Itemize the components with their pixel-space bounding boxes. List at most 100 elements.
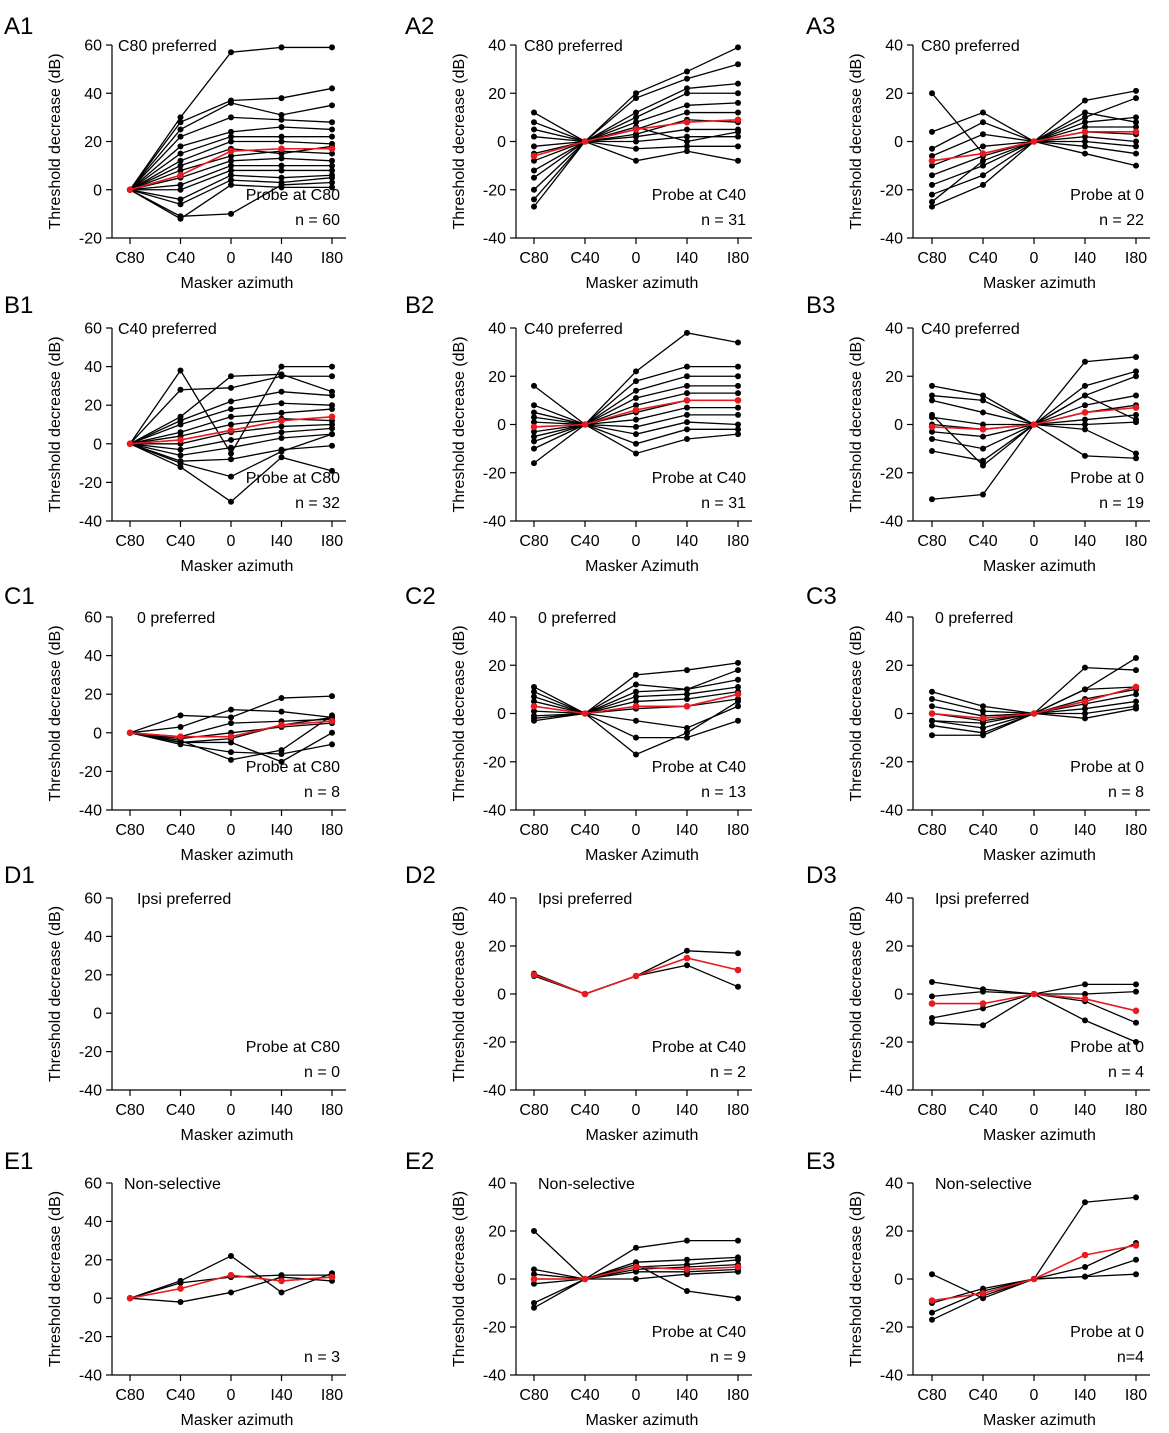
n-label: n = 32 bbox=[295, 495, 340, 512]
unit-point bbox=[531, 109, 537, 116]
unit-point bbox=[735, 421, 741, 428]
mean-point bbox=[126, 440, 134, 448]
unit-point bbox=[735, 390, 741, 397]
panel-a2: A2 -40 -20 0 20 40 C80 C40 0 I40 I80 Threshold decr… bbox=[405, 13, 752, 292]
unit-point bbox=[228, 49, 234, 56]
mean-point bbox=[683, 1266, 691, 1273]
x-tick-label: 0 bbox=[1030, 1387, 1039, 1404]
unit-series bbox=[531, 962, 741, 997]
unit-point bbox=[1133, 981, 1139, 988]
unit-point bbox=[633, 394, 639, 401]
unit-point bbox=[329, 184, 335, 191]
unit-point bbox=[531, 1266, 537, 1273]
mean-series bbox=[530, 397, 742, 431]
unit-line bbox=[533, 950, 739, 995]
unit-point bbox=[684, 1288, 690, 1294]
n-label: n = 13 bbox=[701, 784, 746, 801]
unit-point bbox=[1082, 133, 1088, 140]
unit-point bbox=[329, 157, 335, 164]
unit-point bbox=[228, 473, 234, 480]
mean-point bbox=[928, 157, 936, 165]
unit-point bbox=[228, 456, 234, 463]
unit-point bbox=[531, 126, 537, 133]
unit-point bbox=[1133, 655, 1139, 662]
unit-point bbox=[1133, 455, 1139, 462]
unit-point bbox=[278, 133, 285, 140]
unit-point bbox=[329, 167, 335, 174]
probe-label: Probe at C40 bbox=[652, 470, 746, 487]
unit-line bbox=[931, 394, 1137, 467]
x-tick-label: 0 bbox=[1030, 533, 1039, 550]
y-tick-label: 0 bbox=[894, 134, 903, 151]
y-axis-title: Threshold decrease (dB) bbox=[848, 625, 865, 801]
mean-line bbox=[931, 131, 1136, 162]
mean-point bbox=[126, 729, 134, 737]
unit-point bbox=[329, 729, 335, 736]
unit-point bbox=[278, 423, 285, 430]
unit-point bbox=[228, 384, 234, 391]
unit-point bbox=[531, 133, 537, 140]
mean-point bbox=[328, 413, 336, 421]
x-tick-label: 0 bbox=[227, 533, 236, 550]
y-tick-label: -20 bbox=[79, 764, 102, 781]
n-label: n = 8 bbox=[304, 784, 340, 801]
unit-point bbox=[1133, 416, 1139, 423]
unit-point bbox=[278, 184, 285, 191]
y-tick-label: 20 bbox=[488, 86, 506, 103]
unit-point bbox=[278, 388, 285, 395]
x-tick-label: I40 bbox=[270, 533, 292, 550]
y-tick-label: -40 bbox=[79, 803, 102, 820]
unit-point bbox=[228, 152, 234, 159]
y-tick-label: -40 bbox=[880, 231, 903, 248]
unit-point bbox=[929, 397, 935, 404]
panel-label: C1 bbox=[4, 583, 35, 610]
y-axis-title: Threshold decrease (dB) bbox=[848, 906, 865, 1082]
n-label: n=4 bbox=[1117, 1349, 1144, 1366]
unit-point bbox=[929, 128, 935, 135]
mean-point bbox=[734, 1263, 742, 1271]
unit-point bbox=[684, 133, 690, 140]
panel-c3: C3 -40 -20 0 20 40 C80 C40 0 I40 I80 Threshold decr… bbox=[806, 583, 1150, 864]
unit-point bbox=[980, 988, 986, 995]
unit-point bbox=[531, 1271, 537, 1278]
unit-point bbox=[929, 392, 935, 399]
panel-label: A3 bbox=[806, 13, 835, 40]
unit-point bbox=[228, 162, 234, 169]
x-tick-label: C80 bbox=[519, 1102, 548, 1119]
panel-b2: B2 -40 -20 0 20 40 C80 C40 0 I40 I80 Threshold decr… bbox=[405, 292, 752, 575]
unit-point bbox=[735, 1268, 741, 1275]
unit-point bbox=[1133, 150, 1139, 157]
unit-point bbox=[278, 429, 285, 436]
mean-point bbox=[278, 145, 285, 153]
panel-title: Non-selective bbox=[538, 1176, 635, 1193]
mean-point bbox=[1081, 128, 1089, 136]
unit-point bbox=[531, 708, 537, 715]
unit-point bbox=[177, 201, 184, 208]
unit-point bbox=[980, 433, 986, 440]
unit-point bbox=[329, 425, 335, 432]
unit-point bbox=[633, 751, 639, 758]
unit-point bbox=[228, 749, 234, 756]
unit-point bbox=[228, 177, 234, 184]
unit-point bbox=[929, 1019, 935, 1026]
x-axis-title: Masker azimuth bbox=[181, 1412, 294, 1429]
x-tick-label: I80 bbox=[321, 1102, 343, 1119]
unit-point bbox=[684, 691, 690, 698]
mean-point bbox=[734, 116, 742, 124]
unit-line bbox=[931, 993, 1137, 1043]
unit-point bbox=[929, 181, 935, 188]
panel-e2: E2 -40 -20 0 20 40 C80 C40 0 I40 I80 Threshold decr… bbox=[405, 1148, 752, 1429]
unit-point bbox=[980, 1005, 986, 1012]
unit-point bbox=[735, 99, 741, 106]
unit-point bbox=[177, 114, 184, 121]
x-tick-label: C40 bbox=[166, 250, 195, 267]
mean-point bbox=[227, 733, 235, 740]
mean-point bbox=[530, 702, 538, 710]
unit-point bbox=[633, 378, 639, 385]
unit-point bbox=[735, 404, 741, 411]
x-tick-label: I40 bbox=[270, 1102, 292, 1119]
x-axis-title: Masker azimuth bbox=[983, 1412, 1096, 1429]
unit-point bbox=[177, 724, 184, 731]
unit-point bbox=[684, 1271, 690, 1278]
panel-title: C80 preferred bbox=[921, 38, 1020, 55]
